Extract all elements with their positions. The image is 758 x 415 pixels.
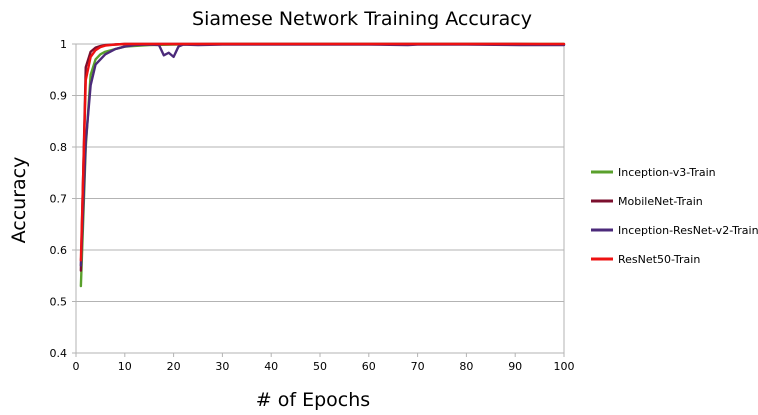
legend-label: ResNet50-Train xyxy=(618,253,700,266)
grid-lines xyxy=(76,43,564,354)
legend: Inception-v3-Train MobileNet-Train Incepti… xyxy=(591,166,758,266)
y-tick-label: 0.7 xyxy=(50,193,68,206)
y-axis-label: Accuracy xyxy=(8,157,30,244)
legend-label: Inception-ResNet-v2-Train xyxy=(618,224,758,237)
x-tick-label: 90 xyxy=(508,360,522,373)
y-tick-label: 1 xyxy=(60,38,67,51)
y-tick-label: 0.6 xyxy=(50,244,68,257)
chart-title: Siamese Network Training Accuracy xyxy=(192,8,532,30)
x-tick-label: 40 xyxy=(264,360,278,373)
legend-label: MobileNet-Train xyxy=(618,195,703,208)
x-tick-label: 80 xyxy=(459,360,473,373)
x-tick-label: 70 xyxy=(411,360,425,373)
x-tick-label: 50 xyxy=(313,360,327,373)
x-tick-label: 0 xyxy=(73,360,80,373)
y-tick-label: 0.4 xyxy=(50,347,68,360)
legend-label: Inception-v3-Train xyxy=(618,166,716,179)
series-line-2 xyxy=(79,42,566,272)
series-line-3 xyxy=(79,43,566,267)
series-line-4 xyxy=(79,42,566,262)
y-tick-label: 0.5 xyxy=(50,296,68,309)
x-tick-label: 20 xyxy=(167,360,181,373)
x-axis-label: # of Epochs xyxy=(256,389,370,411)
axis-ticks: 0.40.50.60.70.80.910 10 20 30 40 50 60 70 80 90 10… xyxy=(50,38,575,373)
x-tick-label: 60 xyxy=(362,360,376,373)
x-tick-label: 10 xyxy=(118,360,132,373)
x-tick-label: 30 xyxy=(215,360,229,373)
y-tick-label: 0.9 xyxy=(50,90,68,103)
y-tick-label: 0.8 xyxy=(50,141,68,154)
series-lines xyxy=(79,42,566,288)
x-tick-label: 100 xyxy=(554,360,575,373)
